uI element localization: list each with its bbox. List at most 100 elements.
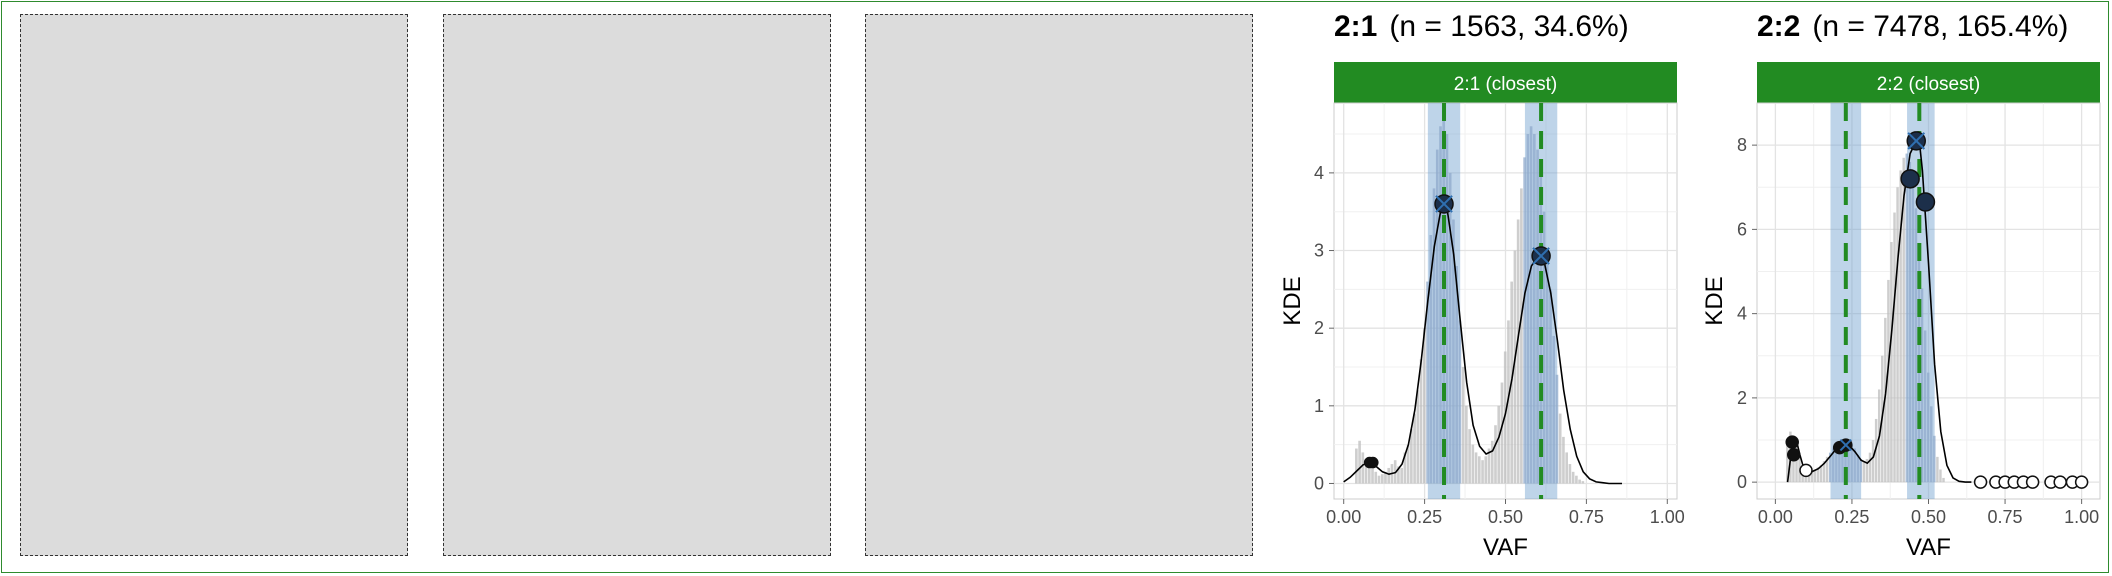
kde-line: [1343, 202, 1622, 485]
x-tick-label: 0.25: [1407, 507, 1442, 527]
x-tick-label: 0.00: [1326, 507, 1361, 527]
peak-point: [1973, 475, 1988, 489]
peak-cross: [1435, 195, 1453, 213]
histogram-bar: [1552, 335, 1556, 484]
peak-cross: [1839, 438, 1852, 452]
histogram-bar: [1558, 413, 1562, 484]
histogram-bar: [1939, 469, 1942, 483]
histogram-bar: [1807, 471, 1810, 483]
histogram-bar: [1562, 436, 1565, 484]
peak-point: [1787, 448, 1801, 462]
histogram-bar: [1859, 458, 1863, 483]
histogram-bar: [1850, 444, 1853, 483]
histogram-bar: [1914, 208, 1918, 483]
x-tick-label: 1.00: [1650, 507, 1685, 527]
x-axis-title: VAF: [1906, 534, 1951, 561]
peak-point: [2053, 475, 2067, 489]
histogram-bar: [1786, 444, 1789, 483]
x-tick-label: 0.50: [1488, 507, 1523, 527]
histogram-bar: [1484, 456, 1488, 484]
x-tick-label: 0.75: [1988, 507, 2023, 527]
facet-strip: [1334, 62, 1677, 103]
histogram-bar: [1578, 479, 1581, 484]
peak-point: [1367, 456, 1379, 469]
histogram-bar: [1455, 266, 1458, 484]
histogram-bar: [1371, 467, 1374, 484]
histogram-bar: [1439, 126, 1442, 484]
histogram-bar: [1432, 188, 1436, 484]
histogram-bar: [1384, 471, 1387, 484]
histogram-bar: [1410, 429, 1413, 484]
chart-1: 2:1 (n = 1563, 34.6%) 2:1 (closest) 0.00 0.2…: [1279, 10, 1685, 561]
histogram-bar: [1822, 461, 1826, 483]
histogram-bar: [1477, 456, 1481, 484]
histogram-bar: [1568, 464, 1572, 484]
x-axis-title: VAF: [1483, 534, 1528, 561]
histogram-bar: [1487, 448, 1491, 484]
histogram-bar: [1813, 469, 1817, 483]
peak-point: [1799, 463, 1813, 478]
histogram-bar: [1926, 372, 1930, 483]
facet-strip: [1757, 62, 2100, 103]
histogram-bar: [1494, 425, 1497, 484]
histogram-bar: [1523, 157, 1526, 484]
histogram-bar: [1795, 444, 1798, 483]
histogram-bar: [1474, 452, 1478, 484]
histogram-bar: [1364, 460, 1368, 484]
chart-title-rest: (n = 7478, 165.4%): [1812, 10, 2068, 43]
x-tick-label: 0.50: [1911, 507, 1946, 527]
histogram-bar: [1911, 178, 1915, 483]
histogram-bar: [1853, 448, 1856, 483]
histogram-bar: [1526, 134, 1530, 484]
histogram-bar: [1397, 466, 1400, 484]
histogram-bar: [1520, 188, 1523, 484]
histogram-bar: [1435, 149, 1439, 484]
histogram-bar: [1865, 458, 1869, 483]
histogram-bar: [1825, 456, 1829, 483]
y-tick-label: 8: [1737, 135, 1747, 155]
histogram-bar: [1416, 390, 1420, 484]
histogram-bar: [1426, 281, 1429, 484]
empty-panel-1: [20, 14, 408, 556]
histogram-bar: [1497, 405, 1501, 484]
peak-cross: [1907, 132, 1926, 150]
histogram-bar: [1490, 440, 1494, 484]
x-tick-label: 0.00: [1758, 507, 1793, 527]
histogram-bar: [1481, 460, 1484, 484]
histogram-bar: [1923, 330, 1927, 483]
histogram-bar: [1920, 288, 1924, 483]
histogram-bar: [1819, 465, 1823, 483]
histogram-bar: [1862, 461, 1866, 483]
histogram-bar: [1445, 134, 1449, 484]
peak-point: [1785, 435, 1799, 449]
histogram-bar: [1571, 471, 1575, 484]
y-axis-title: KDE: [1701, 276, 1728, 325]
histogram-bar: [1461, 367, 1465, 484]
histogram-bar: [1374, 471, 1378, 484]
chart-title-rest: (n = 1563, 34.6%): [1389, 10, 1628, 43]
y-tick-label: 3: [1314, 241, 1324, 261]
peak-point: [1900, 169, 1920, 189]
histogram-bar: [1468, 429, 1471, 484]
empty-panel-2: [443, 14, 831, 556]
histogram-bar: [1516, 219, 1520, 484]
histogram-bar: [1835, 446, 1838, 483]
chart-title-bold: 2:1: [1334, 10, 1377, 43]
x-tick-label: 1.00: [2064, 507, 2099, 527]
y-tick-label: 0: [1737, 472, 1747, 492]
histogram-bar: [1413, 413, 1416, 484]
histogram-bar: [1887, 279, 1890, 483]
histogram-bar: [1942, 477, 1945, 483]
empty-panel-3: [865, 14, 1253, 556]
peak-point: [2074, 475, 2089, 489]
histogram-bar: [1896, 187, 1899, 483]
histogram-bar: [1899, 170, 1902, 483]
histogram-bar: [1380, 474, 1384, 484]
histogram-bar: [1536, 149, 1539, 484]
histogram-bar: [1545, 250, 1549, 484]
histogram-bar: [1358, 440, 1361, 484]
histogram-bar: [1868, 452, 1872, 483]
histogram-bar: [1452, 219, 1455, 484]
histogram-bar: [1828, 452, 1832, 483]
